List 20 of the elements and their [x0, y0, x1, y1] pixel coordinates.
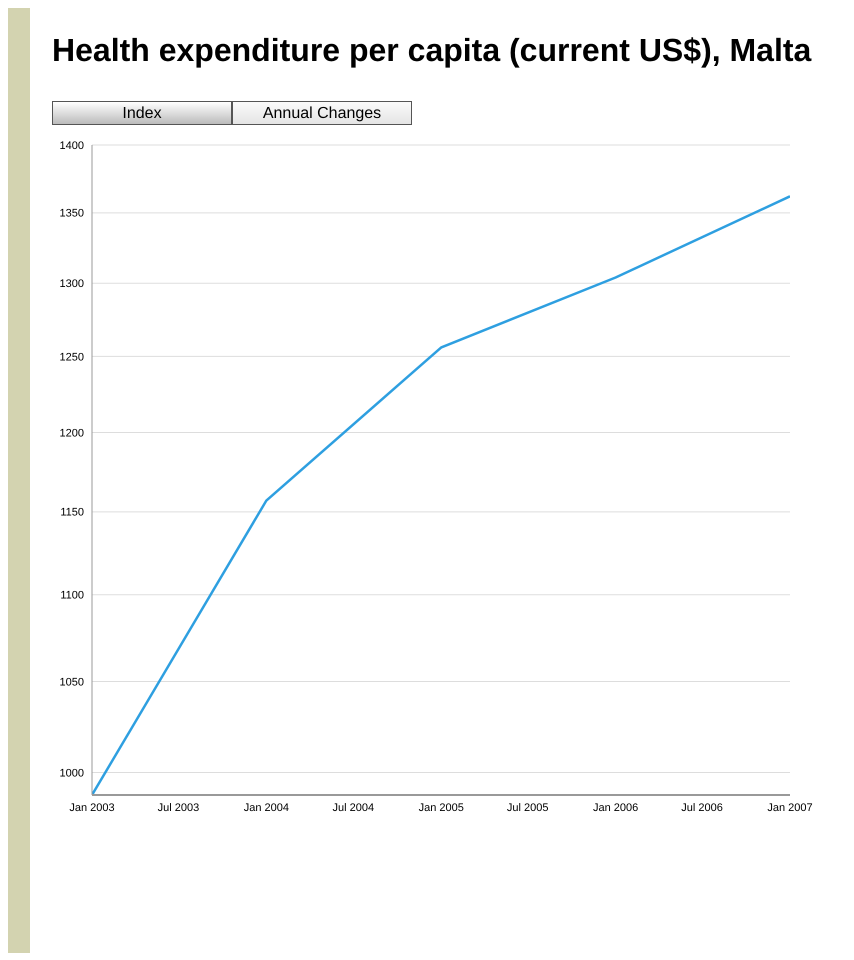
y-tick-label: 1300 [60, 278, 84, 290]
x-tick-label: Jul 2005 [506, 802, 549, 814]
x-tick-label: Jul 2006 [681, 802, 723, 814]
y-tick-label: 1100 [60, 590, 84, 602]
y-tick-label: 1250 [60, 351, 84, 364]
y-tick-label: 1400 [60, 140, 84, 152]
y-tick-label: 1050 [60, 676, 84, 688]
x-tick-label: Jan 2004 [244, 802, 290, 814]
y-tick-label: 1000 [60, 767, 84, 780]
y-tick-label: 1200 [60, 427, 84, 440]
x-tick-label: Jan 2007 [767, 802, 813, 814]
x-tick-label: Jan 2006 [592, 802, 638, 814]
chart-title: Health expenditure per capita (current US$), Malta [52, 31, 812, 70]
x-tick-label: Jul 2004 [332, 802, 374, 814]
y-tick-label: 1350 [60, 208, 84, 220]
y-tick-label: 1150 [60, 506, 84, 519]
view-toggle-buttons: Index Annual Changes [52, 101, 846, 125]
x-tick-label: Jan 2005 [418, 802, 464, 814]
x-tick-label: Jan 2003 [69, 802, 115, 814]
x-tick-label: Jul 2003 [158, 802, 200, 814]
